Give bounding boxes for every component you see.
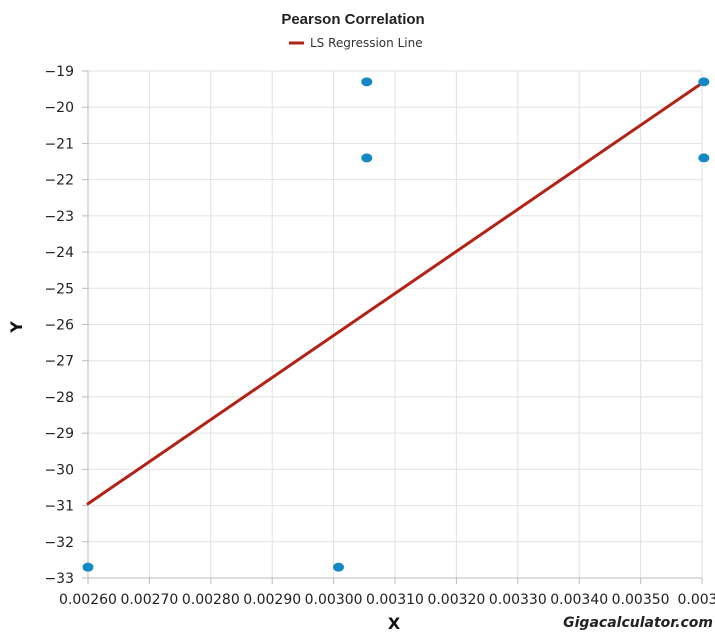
x-tick-label: 0.00350 <box>612 592 670 608</box>
regression-line <box>86 80 706 506</box>
y-tick-label: −28 <box>44 390 74 406</box>
y-tick-label: −30 <box>44 462 74 478</box>
y-tick-labels: −19 −20 −21 −22 −23 −24 −25 −26 −27 −28 −29 −30 −31 −… <box>44 64 74 587</box>
x-tick-labels: 0.00260 0.00270 0.00280 0.00290 0.00300 0.003… <box>59 592 715 608</box>
watermark-brand: Gigacalculator.com <box>563 615 713 631</box>
scatter-point <box>698 77 710 87</box>
series <box>82 77 710 572</box>
x-tick-label: 0.00300 <box>305 592 363 608</box>
legend: LS Regression Line <box>289 36 423 50</box>
y-tick-label: −21 <box>44 136 74 152</box>
x-tick-label: 0.00290 <box>243 592 301 608</box>
y-tick-label: −26 <box>44 318 74 334</box>
axes <box>82 70 703 584</box>
chart-title: Pearson Correlation <box>281 11 424 28</box>
x-tick-label: 0.00280 <box>182 592 240 608</box>
x-tick-label: 0.00260 <box>59 592 117 608</box>
scatter-point <box>361 77 373 87</box>
y-tick-label: −22 <box>44 173 74 189</box>
x-tick-label: 0.00340 <box>550 592 608 608</box>
y-tick-label: −32 <box>44 535 74 551</box>
y-tick-label: −25 <box>44 281 74 297</box>
scatter-point <box>333 562 345 572</box>
y-axis-label: Y <box>7 321 26 334</box>
y-tick-label: −19 <box>44 64 74 80</box>
x-tick-label: 0.00270 <box>120 592 178 608</box>
x-tick-label: 0.00330 <box>489 592 547 608</box>
y-tick-label: −24 <box>44 245 74 261</box>
scatter-point <box>361 153 373 163</box>
x-tick-label: 0.00320 <box>427 592 485 608</box>
y-tick-label: −33 <box>44 571 74 587</box>
y-tick-label: −23 <box>44 209 74 225</box>
scatter-point <box>82 562 94 572</box>
legend-label-regression: LS Regression Line <box>310 36 423 50</box>
x-tick-label: 0.00310 <box>366 592 424 608</box>
y-tick-label: −31 <box>44 499 74 515</box>
x-tick-label: 0.0036 <box>678 592 715 608</box>
y-tick-label: −27 <box>44 354 74 370</box>
scatter-point <box>698 153 710 163</box>
y-tick-label: −20 <box>44 100 74 116</box>
y-tick-label: −29 <box>44 426 74 442</box>
x-axis-label: X <box>388 614 401 633</box>
